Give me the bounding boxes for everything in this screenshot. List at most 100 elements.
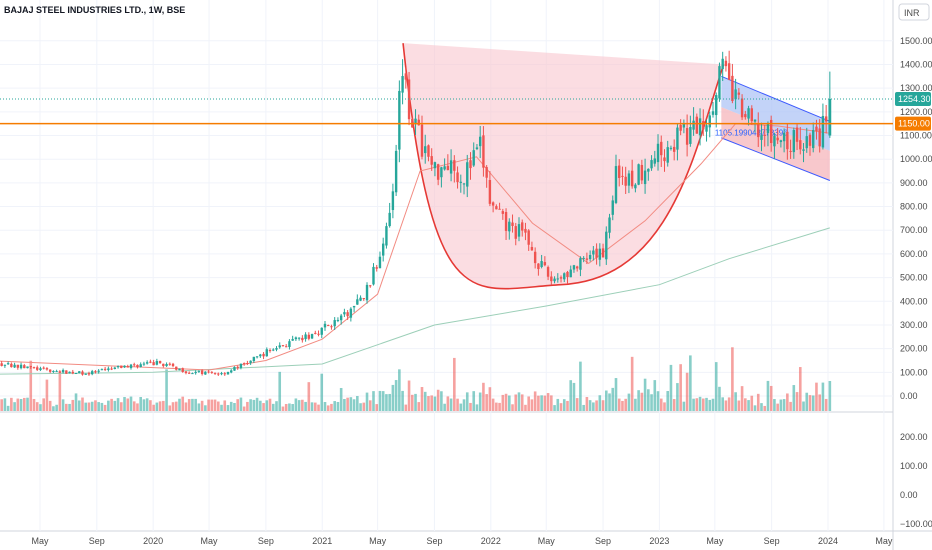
candle-body [265, 349, 268, 357]
candle-body [715, 95, 718, 116]
candle-body [304, 334, 307, 340]
volume-bar [317, 404, 320, 411]
volume-bar [103, 404, 107, 411]
volume-bar [798, 367, 802, 411]
price-tick-label: 100.00 [900, 367, 928, 377]
volume-bar [158, 401, 162, 411]
last-volume-bar [828, 381, 832, 411]
volume-bar [575, 398, 579, 411]
volume-bar [656, 391, 660, 411]
volume-bar [608, 393, 611, 411]
volume-bar [498, 402, 501, 411]
candle-body [65, 370, 68, 374]
volume-bar [640, 392, 644, 411]
candle-body [611, 200, 614, 215]
volume-bar [795, 392, 799, 411]
candle-body [702, 121, 705, 130]
candle-body [485, 167, 488, 178]
handle-channel-upper-line[interactable] [721, 75, 831, 122]
moving-average-layer [0, 123, 830, 375]
volume-bar [362, 402, 366, 411]
volume-bar [52, 406, 55, 411]
candle-body [595, 248, 598, 258]
price-axis[interactable]: 1500.00 1400.00 1300.00 1200.00 1100.00 1000.… [900, 36, 932, 401]
volume-bar [566, 400, 569, 411]
volume-bar [368, 400, 372, 411]
volume-bar [372, 391, 375, 411]
volume-bar [511, 404, 514, 411]
candle-body [618, 165, 621, 178]
volume-bar [339, 388, 343, 411]
volume-bar [507, 395, 511, 411]
volume-bar [527, 396, 530, 411]
handle-channel-lower-line[interactable] [721, 137, 831, 181]
volume-bar [304, 401, 307, 411]
candle-body [158, 360, 162, 364]
volume-bar [97, 402, 100, 411]
volume-bar [336, 401, 340, 411]
volume-bar [727, 397, 731, 411]
volume-bar [110, 398, 113, 411]
candle-body [320, 327, 323, 335]
candle-body [769, 119, 773, 144]
candle-body [381, 243, 385, 256]
candle-body [634, 184, 637, 189]
candle-body [55, 371, 58, 373]
volume-bar [818, 394, 821, 411]
candle-body [385, 226, 388, 246]
volume-bar [132, 401, 136, 411]
volume-bar [213, 399, 217, 411]
symbol-title[interactable]: BAJAJ STEEL INDUSTRIES LTD., 1W, BSE [4, 5, 185, 15]
volume-bar [556, 398, 560, 411]
price-tick-label: 0.00 [900, 391, 918, 401]
volume-bar [165, 369, 168, 411]
candle-body [149, 361, 152, 363]
currency-button[interactable] [898, 3, 930, 21]
volume-bar [491, 398, 495, 411]
volume-bar [181, 396, 185, 411]
candle-body [757, 123, 760, 138]
candle-body [469, 160, 472, 169]
cup-curve[interactable] [402, 43, 725, 290]
volume-bar [495, 402, 498, 411]
volume-bar [187, 399, 191, 411]
candle-body [184, 371, 188, 374]
volume-bar [262, 403, 265, 411]
volume-bar [178, 398, 181, 411]
candle-body [87, 373, 91, 375]
candle-body [579, 258, 582, 270]
oscillator-axis[interactable]: 200.00 100.00 0.00 −100.00 [900, 432, 932, 529]
volume-bar [346, 397, 349, 411]
candle-body [301, 337, 304, 341]
volume-bar [139, 396, 142, 411]
candle-body [540, 261, 543, 268]
candle-body [624, 176, 627, 186]
volume-bar [184, 402, 188, 411]
candle-body [478, 136, 482, 147]
volume-bar [87, 402, 91, 411]
candle-body [740, 98, 744, 118]
candle-body [608, 217, 611, 233]
volume-bar [462, 399, 466, 411]
volume-bar [440, 391, 443, 411]
candle-body [786, 131, 789, 150]
candle-body [288, 341, 291, 347]
volume-bar [410, 394, 414, 411]
volume-bar [268, 398, 272, 411]
candle-body [488, 179, 492, 204]
volume-bar [129, 396, 133, 411]
volume-bar [236, 399, 239, 411]
candle-body [569, 269, 572, 278]
candle-body [417, 119, 420, 126]
volume-bar [288, 403, 291, 411]
volume-bar [550, 395, 553, 411]
cup-fill [403, 43, 724, 289]
candle-body [466, 162, 469, 187]
time-axis[interactable]: May Sep 2020 May Sep 2021 May Sep 2022 May Sep 2023… [31, 536, 892, 546]
volume-bar [378, 390, 382, 411]
volume-bar [582, 404, 585, 411]
volume-bar [249, 399, 252, 411]
candle-body [317, 333, 320, 335]
candle-body [456, 172, 459, 183]
